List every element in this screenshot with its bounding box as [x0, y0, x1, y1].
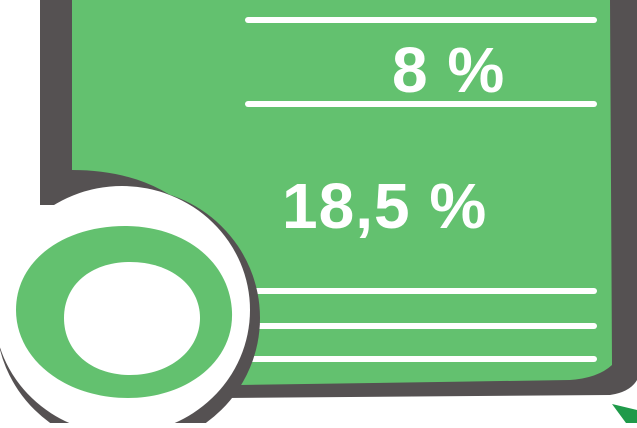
- value-top-percent: 8 %: [392, 34, 506, 106]
- circle-badge-center: [64, 262, 200, 375]
- value-middle-percent: 18,5 %: [282, 170, 488, 242]
- accent-arrow-shape: [612, 404, 637, 423]
